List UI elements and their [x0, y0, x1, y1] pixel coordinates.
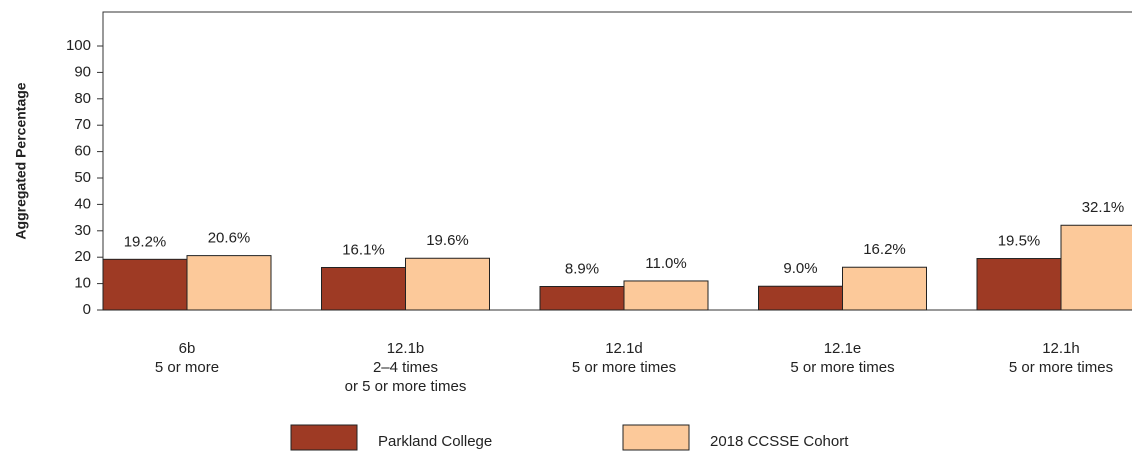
- bar: [1060, 224, 1132, 311]
- bar: [623, 280, 709, 311]
- data-label: 19.6%: [426, 232, 469, 249]
- data-label: 9.0%: [783, 260, 817, 277]
- y-tick-label: 60: [74, 143, 91, 160]
- x-tick-label: 12.1h 5 or more times: [1008, 340, 1114, 376]
- y-tick-label: 70: [74, 116, 91, 133]
- y-tick-label: 40: [74, 195, 91, 212]
- data-label: 16.2%: [863, 241, 906, 258]
- data-label: 19.5%: [998, 232, 1041, 249]
- data-label: 16.1%: [342, 241, 385, 258]
- bar: [539, 286, 625, 311]
- y-tick-label: 0: [83, 301, 91, 318]
- bar: [976, 258, 1062, 311]
- data-label: 8.9%: [565, 260, 599, 277]
- bar: [102, 258, 188, 311]
- plot-frame: [102, 11, 1132, 310]
- bar: [405, 257, 490, 311]
- bar: [842, 266, 927, 311]
- y-tick-label: 90: [74, 63, 91, 80]
- y-tick-label: 10: [74, 275, 91, 292]
- x-tick-label: 12.1d 5 or more times: [571, 340, 677, 376]
- legend-label: 2018 CCSSE Cohort: [710, 433, 849, 450]
- bar: [186, 255, 272, 311]
- x-tick-label: 12.1e 5 or more times: [790, 340, 895, 376]
- y-tick-label: 100: [66, 37, 91, 54]
- bar: [321, 266, 406, 311]
- y-tick-label: 80: [74, 90, 91, 107]
- data-label: 19.2%: [124, 233, 167, 250]
- legend-swatch: [290, 424, 358, 451]
- y-tick-label: 20: [74, 248, 91, 265]
- legend-swatch: [622, 424, 690, 451]
- y-tick-label: 30: [74, 222, 91, 239]
- data-label: 32.1%: [1082, 199, 1125, 216]
- x-tick-label: 12.1b 2–4 times or 5 or more times: [344, 340, 467, 395]
- data-label: 11.0%: [645, 255, 686, 272]
- x-tick-label: 6b 5 or more: [154, 340, 220, 376]
- y-axis-label: Aggregated Percentage: [13, 82, 29, 239]
- y-tick-label: 50: [74, 169, 91, 186]
- legend-label: Parkland College: [378, 433, 492, 450]
- bar: [758, 285, 843, 311]
- data-label: 20.6%: [208, 230, 251, 247]
